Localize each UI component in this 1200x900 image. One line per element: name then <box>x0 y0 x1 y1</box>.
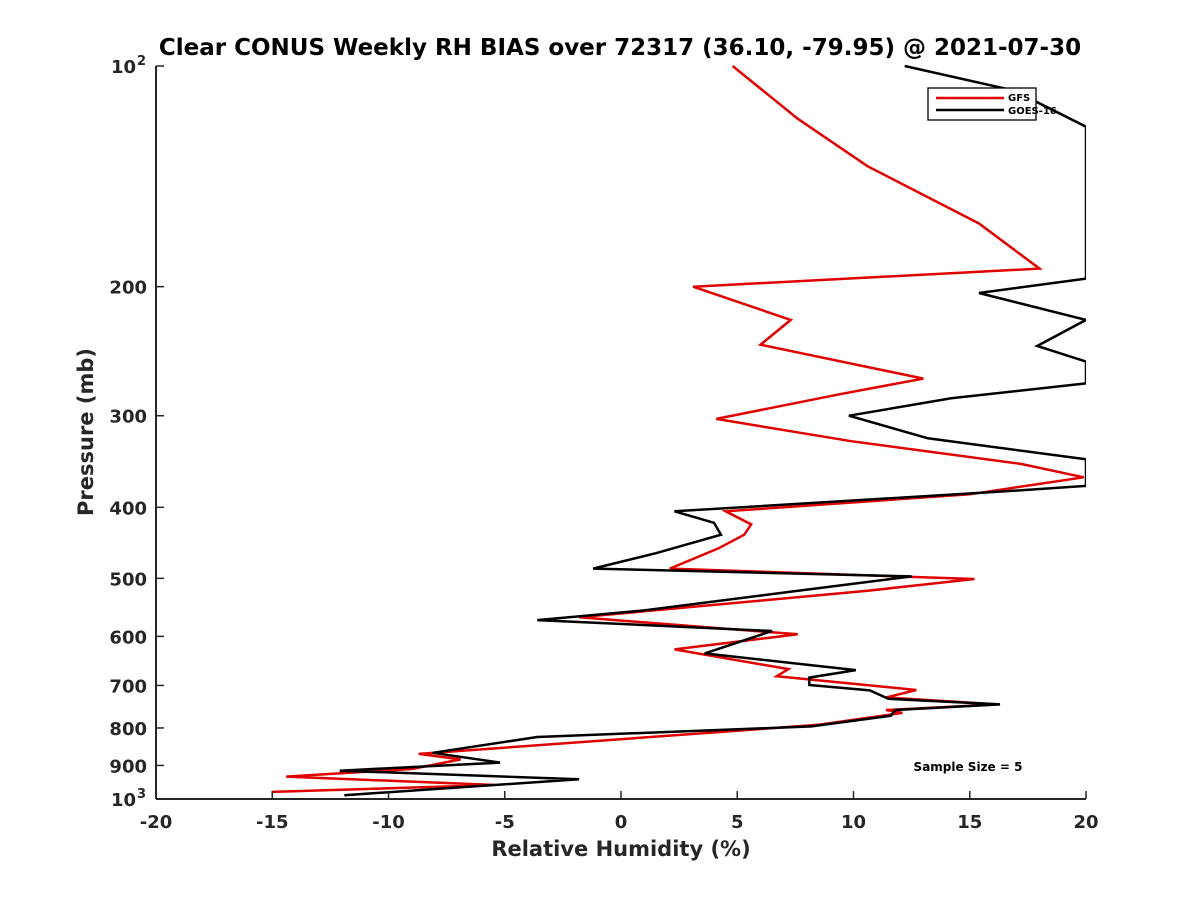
y-axis-label: Pressure (mb) <box>74 348 98 516</box>
y-tick-label: 10 <box>111 57 136 78</box>
sample-size-note: Sample Size = 5 <box>914 760 1023 774</box>
x-tick-label: 20 <box>1073 812 1098 833</box>
legend-box <box>927 87 1037 121</box>
y-tick-label: 700 <box>109 676 147 697</box>
y-tick-label: 800 <box>109 719 147 740</box>
legend-label-goes16: GOES-16 <box>1008 106 1057 117</box>
series-line-goes16 <box>339 64 1086 797</box>
legend-label-gfs: GFS <box>1008 93 1030 104</box>
y-tick-label: 500 <box>109 569 147 590</box>
y-tick-label: 300 <box>109 407 147 428</box>
y-tick-exponent: 3 <box>137 787 146 802</box>
x-tick-label: -10 <box>372 812 405 833</box>
x-tick-label: 5 <box>731 812 744 833</box>
chart-title: Clear CONUS Weekly RH BIAS over 72317 (3… <box>159 35 1081 61</box>
y-tick-label: 400 <box>109 498 147 519</box>
y-tick-label: 10 <box>111 790 136 811</box>
plot-area-frame <box>156 66 1086 799</box>
y-tick-exponent: 2 <box>137 54 146 69</box>
x-tick-label: 10 <box>841 812 866 833</box>
series-line-gfs <box>272 65 1084 794</box>
x-axis-label: Relative Humidity (%) <box>491 837 750 861</box>
x-tick-label: 15 <box>957 812 982 833</box>
y-tick-label: 900 <box>109 756 147 777</box>
x-tick-label: 0 <box>615 812 628 833</box>
x-tick-label: -5 <box>495 812 515 833</box>
y-tick-label: 600 <box>109 627 147 648</box>
x-tick-label: -20 <box>140 812 173 833</box>
y-tick-label: 200 <box>109 278 147 299</box>
legend: GFS GOES-16 <box>927 87 1057 121</box>
x-tick-label: -15 <box>256 812 289 833</box>
